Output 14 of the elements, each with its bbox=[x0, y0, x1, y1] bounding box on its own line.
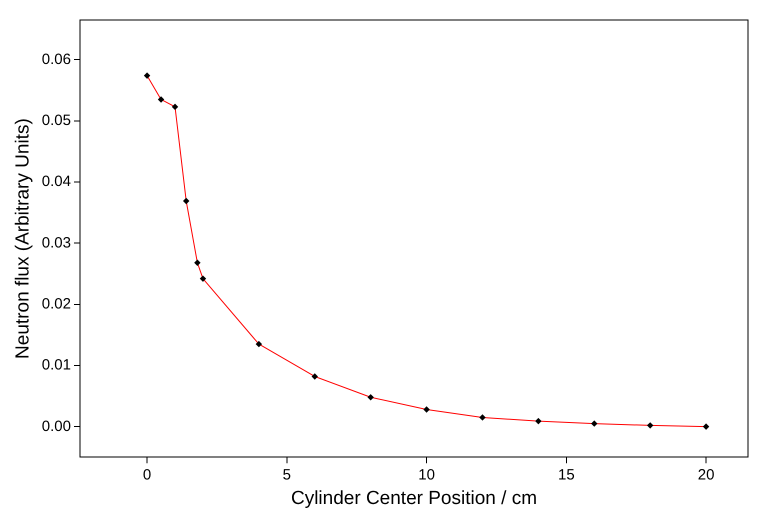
x-tick-label: 15 bbox=[558, 466, 575, 484]
y-tick-label: 0.04 bbox=[42, 173, 71, 190]
x-axis-title: Cylinder Center Position / cm bbox=[290, 488, 538, 509]
y-tick-label: 0.01 bbox=[42, 356, 71, 374]
y-tick-label: 0.02 bbox=[42, 295, 71, 312]
x-tick-label: 10 bbox=[418, 466, 435, 484]
x-tick-label: 20 bbox=[698, 466, 714, 484]
y-tick-label: 0.00 bbox=[42, 418, 71, 435]
y-axis-title: Neutron flux (Arbitrary Units) bbox=[12, 118, 34, 359]
y-tick-label: 0.06 bbox=[42, 50, 71, 68]
x-tick-label: 5 bbox=[282, 466, 291, 484]
y-tick-label: 0.05 bbox=[42, 112, 71, 130]
x-tick-label: 0 bbox=[142, 466, 152, 484]
y-tick-label: 0.03 bbox=[42, 234, 71, 252]
